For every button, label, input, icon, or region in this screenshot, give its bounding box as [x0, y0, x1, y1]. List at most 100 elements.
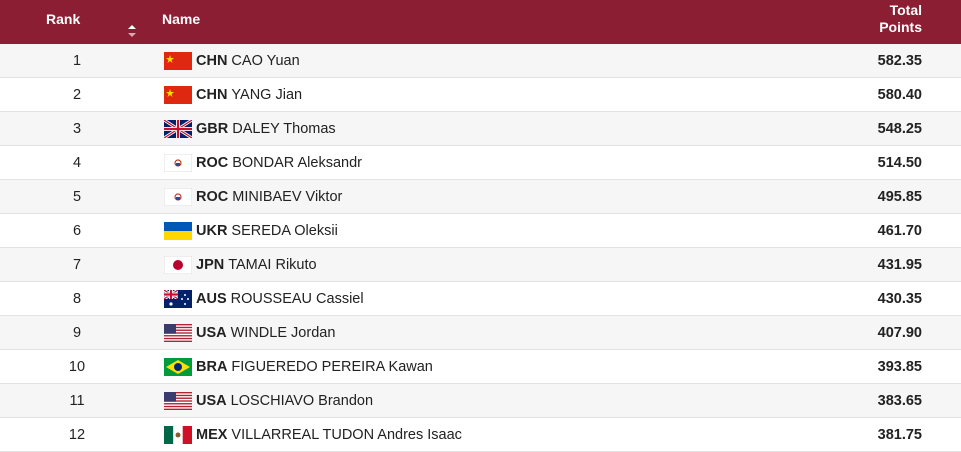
- table-row: 1 CHN CAO Yuan 582.35: [0, 44, 961, 78]
- athlete-name: VILLARREAL TUDON Andres Isaac: [231, 427, 462, 443]
- rank: 4: [72, 155, 82, 171]
- flag: [164, 324, 192, 342]
- flag: [163, 118, 193, 140]
- flag: [164, 52, 192, 70]
- noc-code: JPN: [196, 257, 225, 273]
- flag: [164, 426, 192, 444]
- table-row: 7 JPN TAMAI Rikuto 431.95: [0, 248, 961, 282]
- flag: [163, 187, 193, 207]
- flag-icon: [164, 86, 192, 104]
- flag: [164, 222, 192, 240]
- athlete-name: YANG Jian: [231, 87, 303, 103]
- athlete: CHN CAO Yuan: [196, 53, 300, 69]
- athlete-name: LOSCHIAVO Brandon: [230, 393, 374, 409]
- rank: 5: [72, 189, 82, 205]
- rank: 3: [72, 121, 82, 137]
- rank-header[interactable]: Rank: [46, 11, 81, 27]
- flag-icon: [164, 290, 192, 308]
- athlete-name: CAO Yuan: [231, 53, 300, 69]
- table-row: 9 USA WINDLE Jordan 407.90: [0, 316, 961, 350]
- table-row: 8 AUS ROUSSEAU Cassiel 430.35: [0, 282, 961, 316]
- rank: 10: [68, 359, 86, 375]
- athlete: ROC BONDAR Aleksandr: [196, 155, 362, 171]
- total-points: 582.35: [877, 53, 922, 69]
- rank: 7: [72, 257, 82, 273]
- athlete-name: BONDAR Aleksandr: [232, 155, 362, 171]
- athlete: AUS ROUSSEAU Cassiel: [196, 291, 364, 307]
- total-points: 580.40: [877, 87, 922, 103]
- athlete-name: DALEY Thomas: [232, 121, 336, 137]
- flag: [163, 153, 193, 173]
- total-points: 393.85: [877, 359, 922, 375]
- athlete: BRA FIGUEREDO PEREIRA Kawan: [196, 359, 433, 375]
- noc-code: USA: [196, 325, 227, 341]
- table-body: 1 CHN CAO Yuan 582.35 2 CHN YANG Jian 580.40 3 GB…: [0, 44, 961, 452]
- athlete-name: TAMAI Rikuto: [228, 257, 317, 273]
- flag: [164, 392, 192, 410]
- athlete-name: FIGUEREDO PEREIRA Kawan: [231, 359, 433, 375]
- noc-code: USA: [196, 393, 227, 409]
- noc-code: BRA: [196, 359, 228, 375]
- total-points: 430.35: [877, 291, 922, 307]
- flag-icon: [164, 426, 192, 444]
- flag-icon: [164, 324, 192, 342]
- flag: [163, 255, 193, 275]
- total-points: 514.50: [877, 155, 922, 171]
- flag-icon: [164, 392, 192, 410]
- flag-icon: [163, 187, 193, 207]
- table-row: 4 ROC BONDAR Aleksandr 514.50: [0, 146, 961, 180]
- total-points: 495.85: [877, 189, 922, 205]
- athlete-name: SEREDA Oleksii: [231, 223, 338, 239]
- rank: 9: [72, 325, 82, 341]
- athlete: USA WINDLE Jordan: [196, 325, 335, 341]
- total-points: 381.75: [877, 427, 922, 443]
- athlete: MEX VILLARREAL TUDON Andres Isaac: [196, 427, 462, 443]
- athlete: UKR SEREDA Oleksii: [196, 223, 338, 239]
- rank: 6: [72, 223, 82, 239]
- rank: 1: [72, 53, 82, 69]
- table-row: 10 BRA FIGUEREDO PEREIRA Kawan 393.85: [0, 350, 961, 384]
- rank: 12: [68, 427, 86, 443]
- points-header: Total Points: [879, 2, 922, 35]
- noc-code: AUS: [196, 291, 227, 307]
- table-row: 3 GBR DALEY Thomas 548.25: [0, 112, 961, 146]
- total-points: 548.25: [877, 121, 922, 137]
- table-row: 6 UKR SEREDA Oleksii 461.70: [0, 214, 961, 248]
- flag-icon: [164, 52, 192, 70]
- rank: 2: [72, 87, 82, 103]
- noc-code: CHN: [196, 53, 228, 69]
- noc-code: ROC: [196, 189, 229, 205]
- table-row: 11 USA LOSCHIAVO Brandon 383.65: [0, 384, 961, 418]
- flag: [164, 86, 192, 104]
- total-points: 461.70: [877, 223, 922, 239]
- total-points: 407.90: [877, 325, 922, 341]
- flag-icon: [163, 118, 193, 140]
- flag-icon: [164, 358, 192, 376]
- flag-icon: [163, 255, 193, 275]
- total-points: 383.65: [877, 393, 922, 409]
- total-points: 431.95: [877, 257, 922, 273]
- athlete: CHN YANG Jian: [196, 87, 302, 103]
- table-row: 2 CHN YANG Jian 580.40: [0, 78, 961, 112]
- noc-code: MEX: [196, 427, 228, 443]
- noc-code: UKR: [196, 223, 228, 239]
- rank: 8: [72, 291, 82, 307]
- athlete-name: MINIBAEV Viktor: [232, 189, 343, 205]
- athlete: USA LOSCHIAVO Brandon: [196, 393, 373, 409]
- rank: 11: [69, 393, 85, 409]
- flag: [164, 358, 192, 376]
- flag-icon: [163, 153, 193, 173]
- noc-code: CHN: [196, 87, 228, 103]
- noc-code: GBR: [196, 121, 229, 137]
- table-row: 5 ROC MINIBAEV Viktor 495.85: [0, 180, 961, 214]
- athlete: ROC MINIBAEV Viktor: [196, 189, 342, 205]
- name-header: Name: [162, 11, 201, 27]
- sort-icon[interactable]: [126, 24, 138, 38]
- table-header: Rank Name Total Points: [0, 0, 961, 44]
- table-row: 12 MEX VILLARREAL TUDON Andres Isaac 381.75: [0, 418, 961, 452]
- noc-code: ROC: [196, 155, 229, 171]
- athlete-name: WINDLE Jordan: [230, 325, 336, 341]
- flag: [164, 290, 192, 308]
- flag-icon: [164, 222, 192, 240]
